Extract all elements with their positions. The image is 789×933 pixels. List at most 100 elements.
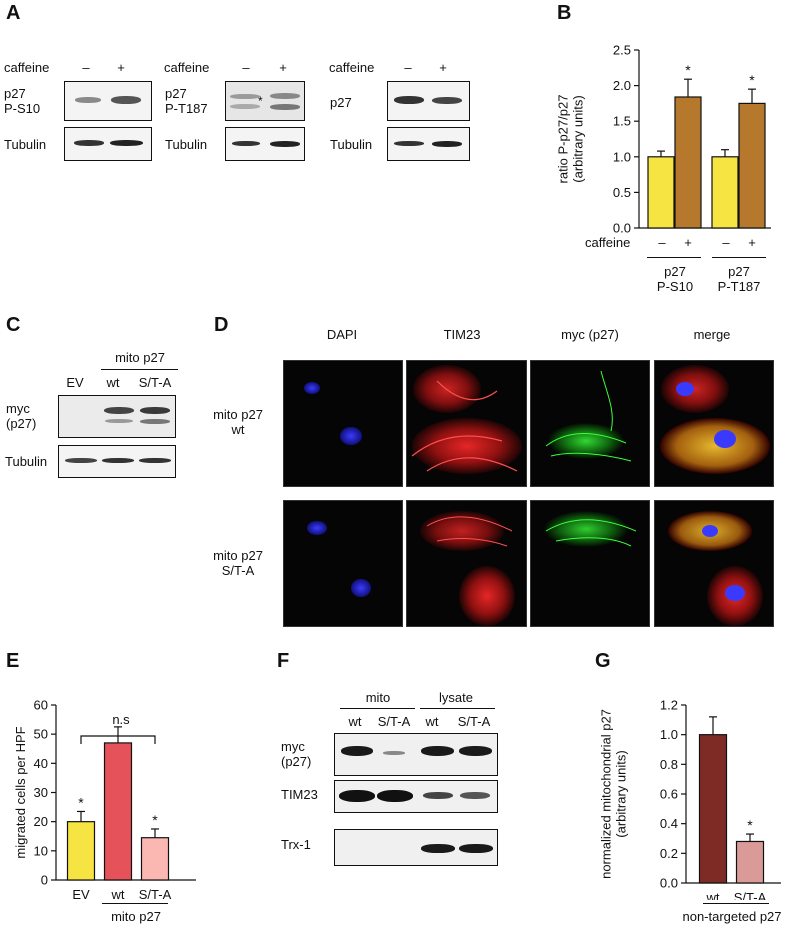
blot-membrane	[58, 395, 176, 438]
lane-wt: wt	[106, 375, 120, 390]
ns-bracket	[80, 735, 156, 744]
bar	[674, 96, 702, 229]
condition-plus: +	[279, 60, 287, 75]
chart-g: 0.0 0.2 0.4 0.6 0.8 1.0 1.2 normalized mitochon…	[599, 698, 781, 900]
loading-membrane	[58, 445, 176, 478]
group-label: non-targeted p27	[682, 909, 782, 924]
treatment-label: caffeine	[329, 60, 375, 75]
blot-membrane	[387, 81, 470, 121]
lane-wt-lysate: wt	[425, 714, 439, 729]
x-tick-label: wt	[706, 890, 720, 900]
condition-1: –	[658, 235, 666, 250]
group-label: mito p27	[115, 350, 165, 365]
blot-membrane: *	[225, 81, 305, 121]
column-merge: merge	[693, 327, 731, 342]
bar	[698, 734, 728, 884]
x-tick-label: wt	[111, 887, 125, 900]
image-merge-st-a	[654, 500, 774, 627]
panel-letter-c: C	[6, 314, 21, 336]
y-tick-label: 1.0	[613, 149, 631, 164]
condition-minus: –	[404, 60, 412, 75]
y-tick-label: 50	[34, 727, 48, 742]
row-label-trx1: Trx-1	[281, 837, 311, 852]
ns-label: n.s	[112, 712, 130, 727]
y-tick-label: 0.0	[660, 876, 678, 891]
bar	[738, 102, 766, 229]
target-label: p27 P-S10	[4, 86, 41, 116]
group-underline	[340, 708, 415, 709]
x-tick-label: EV	[72, 887, 90, 900]
bar	[103, 742, 133, 881]
loading-membrane	[387, 127, 470, 161]
row-label-tim23: TIM23	[281, 787, 318, 802]
y-tick-label: 0.0	[613, 221, 631, 236]
group-label: mito p27	[111, 909, 161, 924]
image-dapi-st-a	[283, 500, 403, 627]
row-label-wt: mito p27 wt	[213, 407, 263, 437]
image-tim23-wt	[406, 360, 527, 487]
y-axis-label: migrated cells per HPF	[13, 726, 28, 858]
blot-membrane-tim23	[334, 780, 498, 813]
y-tick-label: 1.5	[613, 114, 631, 129]
condition-plus: +	[117, 60, 125, 75]
panel-letter-b: B	[557, 2, 572, 24]
group-label-p-t187: p27 P-T187	[717, 264, 761, 294]
y-axis-label: (arbitrary units)	[614, 750, 629, 837]
lane-wt-mito: wt	[348, 714, 362, 729]
treatment-label: caffeine	[585, 235, 631, 250]
image-myc-st-a	[530, 500, 650, 627]
y-tick-label: 2.5	[613, 43, 631, 58]
condition-2: +	[684, 235, 692, 250]
row-label-myc: myc (p27)	[281, 739, 312, 769]
group-label-p-s10: p27 P-S10	[656, 264, 694, 294]
row-label-st-a: mito p27 S/T-A	[213, 548, 263, 578]
chart-e: 0 10 20 30 40 50 60 migrated cells per HPF * EV wt…	[13, 698, 196, 900]
bar	[647, 156, 675, 229]
blot-membrane-trx1	[334, 829, 498, 866]
lane-ev: EV	[66, 375, 84, 390]
significance-marker: *	[152, 812, 158, 828]
bar	[66, 821, 96, 881]
blot-membrane-myc	[334, 733, 498, 776]
image-dapi-wt	[283, 360, 403, 487]
condition-minus: –	[82, 60, 90, 75]
loading-membrane	[225, 127, 305, 161]
y-tick-label: 10	[34, 843, 48, 858]
panel-letter-d: D	[214, 314, 229, 336]
y-tick-label: 1.0	[660, 727, 678, 742]
column-tim23: TIM23	[443, 327, 481, 342]
y-tick-label: 40	[34, 756, 48, 771]
loading-label: Tubulin	[5, 454, 48, 469]
group-underline	[712, 257, 766, 258]
treatment-label: caffeine	[4, 60, 50, 75]
panel-letter-g: G	[595, 650, 611, 672]
y-tick-label: 0.8	[660, 757, 678, 772]
target-label: p27 P-T187	[165, 86, 208, 116]
lane-st-a-lysate: S/T-A	[457, 714, 491, 729]
y-tick-label: 2.0	[613, 78, 631, 93]
column-dapi: DAPI	[326, 327, 358, 342]
condition-minus: –	[242, 60, 250, 75]
condition-4: +	[748, 235, 756, 250]
bar	[140, 837, 170, 881]
y-tick-label: 0	[41, 873, 48, 888]
band-marker: *	[258, 94, 263, 108]
y-axis-label: normalized mitochondrial p27	[599, 709, 614, 879]
loading-label: Tubulin	[165, 137, 208, 152]
loading-label: Tubulin	[4, 137, 47, 152]
bar	[735, 840, 765, 884]
panel-letter-e: E	[6, 650, 20, 672]
group-mito: mito	[365, 690, 391, 705]
x-tick-label: S/T-A	[139, 887, 172, 900]
group-lysate: lysate	[439, 690, 473, 705]
y-tick-label: 0.2	[660, 846, 678, 861]
x-tick-label: S/T-A	[734, 890, 767, 900]
image-myc-wt	[530, 360, 650, 487]
significance-marker: *	[747, 817, 753, 833]
target-label: p27	[330, 95, 352, 110]
y-tick-label: 0.4	[660, 816, 678, 831]
bar	[711, 156, 739, 229]
y-axis-label: (arbitrary units)	[571, 95, 586, 182]
group-underline	[102, 903, 168, 904]
panel-letter-f: F	[277, 650, 290, 672]
